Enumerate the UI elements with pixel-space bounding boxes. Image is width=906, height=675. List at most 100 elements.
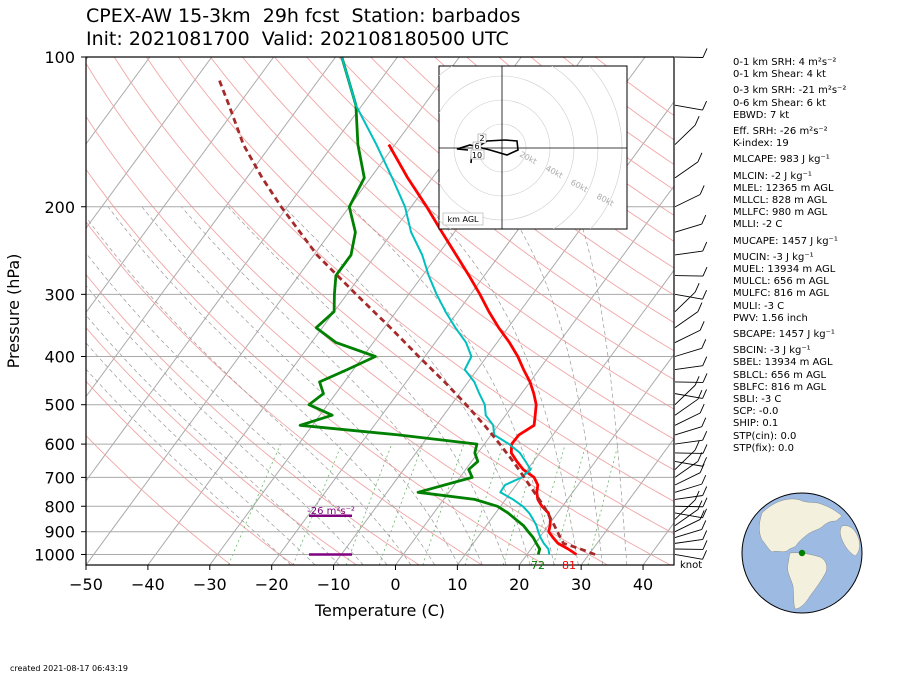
- dry-adiabat: [86, 221, 483, 565]
- dry-adiabat: [242, 57, 674, 410]
- wind-barb: [674, 124, 696, 145]
- parcel-profile: [216, 77, 596, 556]
- wind-barb: [674, 539, 703, 544]
- surface-temperature-label: 81: [562, 559, 576, 572]
- sounding-index-line: 0-1 km SRH: 4 m²s⁻²: [733, 57, 837, 68]
- wind-barb: [674, 223, 702, 233]
- wind-barb-flag: [702, 373, 708, 383]
- wind-barb-flag: [699, 321, 705, 331]
- sounding-index-line: SBCAPE: 1457 J kg⁻¹: [733, 329, 835, 341]
- wind-barb-flag: [697, 302, 703, 312]
- wind-barb-flag: [701, 339, 707, 349]
- created-timestamp: created 2021-08-17 06:43:19: [10, 664, 128, 673]
- sounding-index-line: MULI: -3 C: [733, 300, 785, 312]
- moist-adiabat: [86, 216, 412, 565]
- dry-adiabat: [86, 380, 294, 565]
- wind-barb: [674, 528, 702, 539]
- dry-adiabat: [86, 327, 357, 565]
- wind-barb-flag: [701, 474, 707, 485]
- wind-barb-flag: [699, 510, 705, 520]
- mixing-ratio-line: [530, 443, 566, 565]
- moist-adiabat: [427, 206, 579, 565]
- y-tick-label: 900: [44, 523, 75, 542]
- srh-label: -26 m²s⁻²: [307, 506, 355, 517]
- wind-barb: [674, 509, 699, 526]
- wind-barb: [674, 412, 701, 426]
- sounding-index-line: Eff. SRH: -26 m²s⁻²: [733, 126, 828, 138]
- sounding-index-line: SBLFC: 816 m AGL: [733, 381, 827, 393]
- sounding-index-line: EBWD: 7 kt: [733, 109, 790, 121]
- isotherm: [518, 353, 674, 565]
- moist-adiabat: [86, 342, 316, 565]
- wind-barb: [674, 512, 703, 519]
- moist-adiabat: [181, 206, 483, 565]
- dry-adiabat: [306, 57, 674, 352]
- moist-adiabat: [283, 206, 531, 565]
- wind-barb: [674, 495, 703, 500]
- wind-barb-flag: [697, 452, 703, 462]
- dry-adiabat: [86, 62, 671, 565]
- wind-barb: [674, 483, 702, 493]
- y-axis-label: Pressure (hPa): [4, 254, 23, 369]
- moist-adiabat: [227, 206, 507, 565]
- wind-barb: [674, 161, 699, 179]
- y-tick-label: 600: [44, 435, 75, 454]
- sounding-index-line: MULCL: 656 m AGL: [733, 276, 829, 288]
- dry-adiabat: [177, 57, 674, 471]
- wind-barb: [674, 554, 703, 560]
- wind-barb: [674, 439, 703, 445]
- wind-barb-flag: [702, 457, 707, 467]
- wind-barb-flag: [702, 241, 708, 252]
- y-tick-label: 200: [44, 198, 75, 217]
- mixing-ratio-line: [553, 443, 587, 565]
- x-tick-label: −20: [255, 575, 289, 594]
- wind-barb-flag: [694, 115, 700, 126]
- moist-adiabat: [107, 206, 436, 565]
- sounding-index-line: SBLI: -3 C: [733, 394, 782, 406]
- dry-adiabat: [210, 57, 674, 440]
- moist-adiabat: [86, 284, 364, 565]
- y-tick-label: 1000: [34, 545, 75, 564]
- wind-barb-flag: [694, 283, 700, 293]
- wind-barb: [674, 499, 696, 520]
- wind-barb-flag: [702, 530, 708, 540]
- wetbulb-profile: [340, 57, 551, 555]
- mixing-ratio-line: [378, 443, 424, 565]
- mixing-ratio-line: [464, 443, 504, 565]
- wind-barb-flag: [702, 389, 707, 399]
- sounding-index-line: MULFC: 816 m AGL: [733, 288, 829, 300]
- x-tick-label: 30: [571, 575, 591, 594]
- hodo-height-2: 2: [479, 134, 484, 143]
- wind-barb-flag: [702, 48, 708, 58]
- sounding-index-line: MUCAPE: 1457 J kg⁻¹: [733, 235, 838, 247]
- sounding-index-line: PWV: 1.56 inch: [733, 312, 808, 324]
- x-axis-label: Temperature (C): [314, 601, 445, 620]
- wind-barb-flag: [699, 185, 705, 195]
- isotherm: [86, 57, 336, 398]
- sounding-index-line: MLLFC: 980 m AGL: [733, 207, 828, 219]
- dry-adiabat: [86, 168, 545, 565]
- wind-barb-flag: [697, 500, 703, 510]
- isotherm: [86, 57, 460, 565]
- dry-adiabat: [86, 434, 232, 565]
- dry-adiabat: [370, 57, 674, 296]
- wind-barb-flag: [694, 440, 700, 451]
- mixing-ratio-line: [587, 443, 619, 565]
- chart-title-line1: CPEX-AW 15-3km 29h fcst Station: barbado…: [86, 5, 521, 27]
- x-tick-label: −50: [69, 575, 103, 594]
- wind-barb: [674, 311, 699, 329]
- moist-adiabat: [575, 206, 628, 565]
- hodograph: 20kt 40kt 60kt 80kt 2 6 10 km AGL: [438, 65, 628, 230]
- sounding-index-line: SBCIN: -3 J kg⁻¹: [733, 345, 811, 357]
- sounding-index-line: MLCIN: -2 J kg⁻¹: [733, 170, 812, 182]
- wind-barb: [674, 398, 699, 416]
- dry-adiabat: [86, 273, 420, 565]
- station-marker: [798, 549, 806, 557]
- mixing-ratio-line: [422, 443, 465, 565]
- x-tick-label: 10: [447, 575, 467, 594]
- isotherm: [580, 437, 674, 565]
- x-tick-label: 0: [390, 575, 400, 594]
- isotherm: [86, 57, 151, 145]
- wind-barb-flag: [701, 520, 707, 530]
